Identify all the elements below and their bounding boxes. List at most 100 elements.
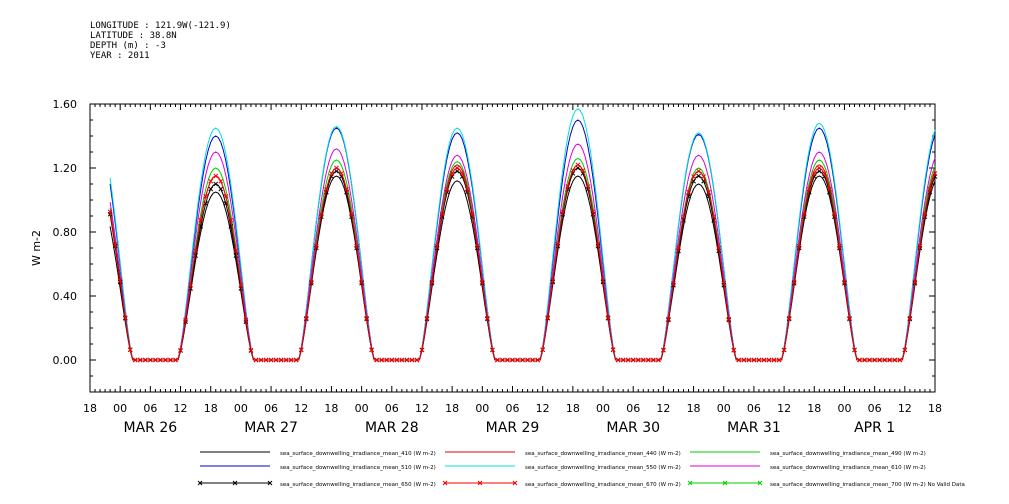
- series-marker: [469, 211, 475, 217]
- x-axis: 18 00 06 12 18 00 06 12 18 00 06 12 18 00 06 12 18 00 06 12…: [83, 104, 942, 436]
- series-marker: [661, 347, 666, 353]
- x-hour-label: 18: [445, 402, 459, 415]
- x-day-label: MAR 26: [124, 420, 178, 436]
- series-marker: [620, 357, 626, 363]
- x-day-label: APR 1: [854, 420, 895, 436]
- series-marker: [882, 357, 888, 363]
- series-marker: [183, 317, 188, 323]
- series-marker: [927, 186, 933, 192]
- legend-marker: [267, 480, 273, 486]
- series-marker: [298, 347, 304, 353]
- x-hour-label: 06: [506, 402, 520, 415]
- series-marker: [706, 189, 712, 195]
- series-marker: [329, 171, 334, 176]
- x-hour-label: 06: [868, 402, 882, 415]
- series-marker: [203, 194, 209, 199]
- series-marker: [816, 165, 822, 171]
- series-marker: [630, 357, 636, 363]
- series-marker: [228, 217, 234, 223]
- series-marker: [827, 186, 832, 192]
- x-hour-label: 00: [837, 402, 851, 415]
- series-marker: [479, 279, 485, 285]
- series-marker: [324, 186, 329, 192]
- x-hour-label: 06: [385, 402, 399, 415]
- series-marker: [781, 347, 787, 353]
- series-marker: [932, 171, 938, 176]
- series-marker: [832, 211, 837, 217]
- legend-marker: [722, 480, 728, 486]
- series-marker: [746, 357, 752, 363]
- series-marker: [117, 278, 123, 284]
- x-hour-label: 18: [687, 402, 701, 415]
- y-tick-label: 0.00: [53, 354, 78, 367]
- series-marker: [776, 357, 782, 363]
- series-marker: [711, 214, 717, 220]
- legend-marker: [687, 480, 693, 486]
- series-marker: [484, 315, 490, 321]
- series-marker: [288, 357, 294, 363]
- series-marker: [434, 243, 440, 249]
- series-marker: [907, 315, 913, 321]
- legend-label: sea_surface_downwelling_irradiance_mean_…: [525, 482, 681, 488]
- series-marker: [676, 245, 681, 251]
- series-marker: [922, 211, 928, 217]
- series-marker: [112, 241, 118, 247]
- x-hour-label: 18: [204, 402, 218, 415]
- year-label: YEAR : 2011: [90, 51, 150, 61]
- series-marker: [656, 357, 661, 363]
- series-marker: [721, 280, 727, 286]
- series-marker: [399, 357, 405, 363]
- series-marker: [897, 357, 903, 363]
- series-marker: [505, 357, 510, 363]
- series-marker: [530, 357, 535, 363]
- series-marker: [535, 357, 541, 363]
- series-marker: [107, 209, 113, 215]
- series-marker: [273, 357, 279, 363]
- series-marker: [666, 316, 671, 322]
- series-marker: [168, 357, 173, 363]
- series-marker: [374, 357, 380, 363]
- x-hour-label: 00: [596, 402, 610, 415]
- series-marker: [414, 357, 420, 363]
- series-marker: [364, 315, 369, 321]
- series-marker: [771, 357, 777, 363]
- series-marker: [650, 357, 656, 363]
- legend-marker: [512, 480, 518, 486]
- series-marker: [243, 317, 249, 323]
- series-marker: [293, 357, 299, 363]
- series-marker: [208, 178, 214, 184]
- series-marker: [696, 168, 701, 174]
- x-hour-label: 18: [807, 402, 821, 415]
- series-marker: [223, 194, 229, 199]
- x-hour-label: 12: [174, 402, 188, 415]
- series-marker: [439, 211, 445, 217]
- series-lines: [107, 108, 938, 363]
- x-hour-label: 06: [626, 402, 640, 415]
- series-marker: [137, 357, 143, 363]
- series-marker: [857, 357, 862, 363]
- series-marker: [806, 186, 812, 192]
- series-line: [109, 167, 936, 361]
- series-marker: [821, 171, 827, 176]
- series-marker: [278, 357, 284, 363]
- series-marker: [158, 357, 163, 363]
- series-marker: [369, 347, 375, 353]
- series-marker: [515, 357, 520, 363]
- series-marker: [424, 315, 430, 321]
- series-marker: [912, 279, 918, 285]
- plot-header: LONGITUDE : 121.9W(-121.9) LATITUDE : 38…: [90, 21, 231, 61]
- series-marker: [379, 357, 385, 363]
- series-marker: [570, 167, 576, 173]
- x-hour-label: 06: [747, 402, 761, 415]
- series-marker: [208, 186, 214, 192]
- legend-label: sea_surface_downwelling_irradiance_mean_…: [770, 482, 965, 488]
- series-marker: [852, 347, 857, 353]
- latitude-label: LATITUDE : 38.8N: [90, 31, 177, 41]
- series-marker: [193, 248, 198, 254]
- series-marker: [449, 171, 455, 176]
- x-hour-label: 18: [928, 402, 942, 415]
- series-marker: [862, 357, 867, 363]
- series-marker: [334, 165, 339, 171]
- series-marker: [686, 189, 691, 195]
- x-day-label: MAR 29: [486, 420, 540, 436]
